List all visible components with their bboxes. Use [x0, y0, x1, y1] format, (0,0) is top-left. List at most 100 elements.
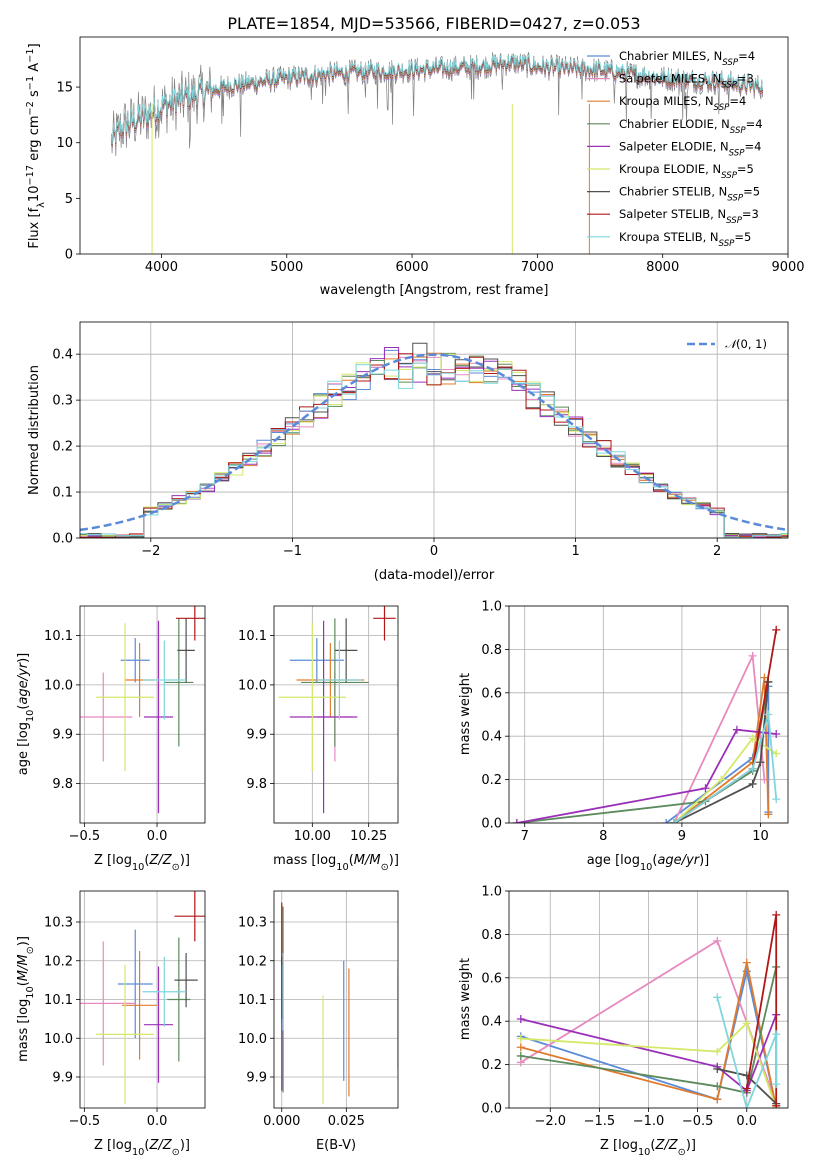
series-marker [670, 819, 679, 823]
series-marker [713, 1082, 722, 1091]
plot-area [512, 625, 781, 823]
label-part: )] [699, 853, 709, 868]
label-part: ( [16, 981, 31, 986]
y-tick-label: 0.0 [481, 1102, 502, 1117]
plot-area [278, 606, 396, 814]
series-line [673, 714, 778, 823]
label-part: Kroupa ELODIE, N [619, 162, 721, 176]
series-marker [748, 734, 757, 743]
plot-area [281, 902, 398, 1105]
label-part: ⊙ [678, 1147, 686, 1158]
spectrum-model-line [110, 54, 763, 145]
series-marker [713, 1095, 722, 1104]
label-part: erg cm [27, 115, 42, 164]
label-part: age/yr [657, 853, 700, 868]
x-tick-label: 0.0 [736, 1114, 757, 1129]
label-part: ( [650, 1138, 655, 1153]
axes-frame [508, 890, 789, 1109]
series-marker [772, 795, 781, 804]
label-part: 10 [27, 186, 42, 203]
axes-mass_vs_Z: −0.5 0.09.910.010.110.210.3Z [log10(Z/Z⊙)… [16, 890, 206, 1158]
y-axis-label: mass [log10(M/M⊙)] [16, 936, 36, 1062]
series-marker [748, 764, 757, 773]
label-part: Kroupa STELIB, N [619, 230, 719, 244]
y-tick-label: 0 [65, 248, 73, 263]
x-tick-label: 1 [571, 544, 579, 559]
label-part: ] [27, 43, 42, 48]
label-part: s [27, 90, 42, 101]
label-part: A [27, 63, 42, 76]
label-part: SSP [722, 58, 739, 68]
label-part: =5 [734, 230, 751, 244]
axes-frame [79, 36, 789, 255]
y-tick-label: 15 [56, 81, 73, 96]
label-part: )] [686, 1138, 696, 1153]
label-part: ( [652, 853, 657, 868]
y-tick-label: 10.0 [238, 1032, 267, 1047]
label-part: Chabrier ELODIE, N [619, 117, 730, 131]
label-part: ⊙ [172, 1147, 180, 1158]
series-line [673, 681, 770, 823]
x-axis-label: Z [log10(Z/Z⊙)] [94, 1138, 190, 1158]
x-tick-label: 10.25 [350, 829, 387, 844]
label-part: −1 [25, 48, 36, 62]
axes-frame [273, 605, 399, 824]
y-tick-label: 0.4 [481, 1015, 502, 1030]
legend-label: Kroupa MILES, NSSP=4 [619, 94, 746, 113]
axes-mass_vs_EBV: 0.000 0.025 9.9 10.0 10.1 10.2 10.3 E(B-V) [238, 890, 399, 1153]
label-part: 10 [336, 862, 348, 873]
label-part: )] [16, 653, 31, 663]
x-tick-label: 9 [678, 829, 686, 844]
page-title: PLATE=1854, MJD=53566, FIBERID=0427, z=0… [227, 14, 640, 33]
series-marker [772, 910, 781, 919]
y-tick-label: 10.1 [44, 629, 73, 644]
label-part: SSP [730, 126, 747, 136]
y-tick-label: 5 [65, 192, 73, 207]
label-part: Z [log [600, 1138, 638, 1153]
label-part: −17 [25, 165, 36, 186]
series-marker [701, 784, 710, 793]
label-part: ⊙ [25, 946, 36, 954]
x-tick-label: 7 [521, 829, 529, 844]
y-tick-label: 1.0 [481, 600, 502, 615]
x-tick-label: 9000 [771, 260, 804, 275]
x-axis-label: wavelength [Angstrom, rest frame] [320, 283, 549, 298]
label-part: =5 [743, 185, 760, 199]
label-part: SSP [729, 148, 746, 158]
y-tick-label: 0.4 [52, 348, 73, 363]
x-axis-label: (data-model)/error [374, 568, 495, 583]
y-tick-label: 0.3 [52, 394, 73, 409]
series-marker [748, 651, 757, 660]
y-tick-label: 10.1 [238, 993, 267, 1008]
y-tick-label: 10.3 [238, 916, 267, 931]
x-tick-label: −2 [141, 544, 160, 559]
x-axis-label: E(B-V) [316, 1138, 356, 1153]
label-part: 10 [25, 986, 36, 998]
label-part: =4 [744, 139, 761, 153]
series-marker [713, 993, 722, 1002]
y-tick-label: 0.8 [481, 928, 502, 943]
series-marker [713, 936, 722, 945]
y-axis-label: Normed distribution [27, 365, 42, 495]
y-tick-label: 10.2 [238, 954, 267, 969]
y-axis-label: Flux [fλ10−17 erg cm−2 s−1 A−1] [25, 43, 47, 248]
x-tick-label: 10.00 [294, 829, 331, 844]
x-tick-label: 4000 [145, 260, 178, 275]
series-line [520, 1021, 778, 1108]
series-line [520, 962, 778, 1108]
series-marker [742, 1084, 751, 1093]
y-tick-label: 10 [56, 136, 73, 151]
series-marker [756, 758, 765, 767]
series-marker [764, 710, 773, 719]
label-part: Salpeter MILES, N [619, 72, 721, 86]
series-marker [713, 1047, 722, 1056]
axes-age_vs_mass: 10.00 10.25 9.8 9.9 10.0 10.1 mass [log10(M/M⊙… [238, 605, 399, 873]
x-tick-label: −1 [283, 544, 302, 559]
x-tick-label: 8000 [646, 260, 679, 275]
label-part: mass [log [273, 853, 336, 868]
x-tick-label: 0 [430, 544, 438, 559]
series-marker [512, 819, 521, 823]
label-part: Flux [f [27, 207, 42, 248]
